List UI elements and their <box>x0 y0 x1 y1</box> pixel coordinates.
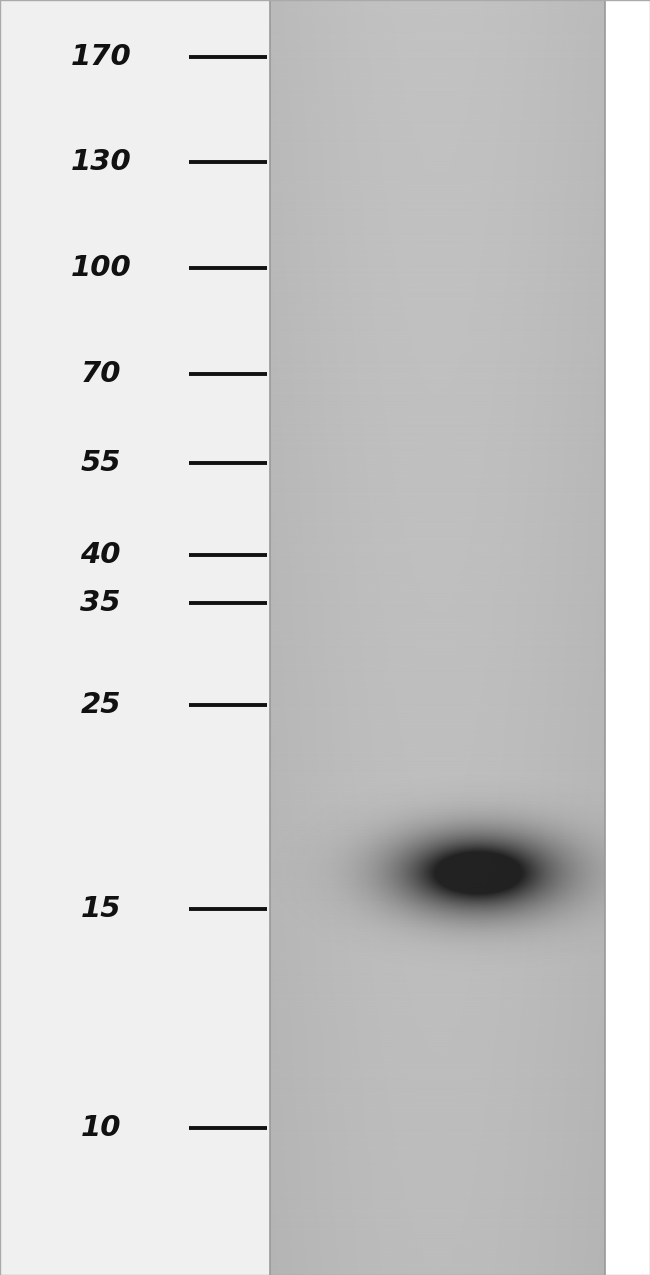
Text: 130: 130 <box>70 148 131 176</box>
Text: 15: 15 <box>81 895 121 923</box>
Text: 100: 100 <box>70 254 131 282</box>
Text: 10: 10 <box>81 1114 121 1142</box>
Text: 25: 25 <box>81 691 121 719</box>
Text: 35: 35 <box>81 589 121 617</box>
Text: 170: 170 <box>70 43 131 71</box>
Text: 70: 70 <box>81 360 121 388</box>
Text: 40: 40 <box>81 541 121 569</box>
Text: 55: 55 <box>81 449 121 477</box>
Bar <box>0 0 270 1275</box>
